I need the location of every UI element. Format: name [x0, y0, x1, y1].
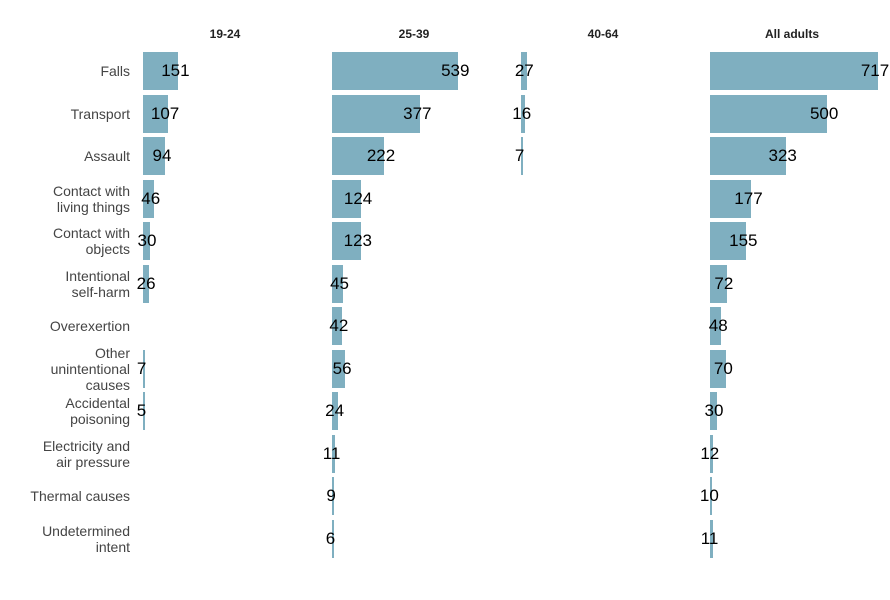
bar: [710, 264, 727, 303]
value-label: 124: [343, 188, 373, 208]
category-label: Assault: [84, 148, 130, 164]
panel-title: 19-24: [209, 27, 241, 41]
value-label: 16: [512, 103, 532, 123]
bar: [332, 264, 343, 303]
value-label: 94: [152, 146, 172, 165]
value-label: 9: [326, 486, 336, 505]
value-label: 7: [514, 146, 525, 165]
panel-title: 40-64: [587, 27, 619, 41]
bar: [332, 434, 335, 473]
value-label: 11: [322, 443, 341, 463]
bar: [710, 477, 713, 515]
category-label: Intentional self-harm: [65, 267, 130, 300]
bar: [332, 52, 459, 90]
value-label: 151: [161, 61, 190, 80]
bar: [332, 519, 334, 558]
bar: [710, 434, 713, 473]
bar: [710, 52, 878, 90]
value-label: 5: [136, 401, 147, 420]
value-label: 70: [713, 358, 733, 378]
value-label: 12: [700, 443, 720, 463]
value-label: 10: [699, 486, 719, 505]
bar: [710, 519, 713, 558]
value-label: 30: [704, 401, 724, 420]
value-label: 42: [329, 316, 349, 335]
category-label: Thermal causes: [30, 488, 130, 504]
value-label: 30: [137, 231, 157, 250]
value-label: 7: [136, 358, 147, 378]
bar: [521, 137, 523, 175]
bar: [332, 137, 385, 175]
value-label: 56: [332, 358, 352, 378]
bar: [143, 222, 151, 260]
value-label: 48: [708, 316, 728, 335]
value-label: 539: [441, 61, 470, 80]
category-label: Undetermined intent: [42, 522, 130, 555]
category-label: Contact with objects: [52, 225, 130, 257]
value-label: 177: [734, 188, 763, 208]
value-label: 323: [768, 146, 797, 165]
category-label: Transport: [70, 105, 130, 122]
bar: [332, 392, 338, 430]
value-label: 46: [141, 188, 161, 208]
bar: [143, 392, 145, 430]
bar: [710, 137, 786, 175]
bar: [332, 94, 421, 133]
value-label: 11: [700, 528, 719, 548]
value-label: 6: [325, 528, 336, 548]
value-label: 222: [366, 146, 396, 165]
value-label: 500: [809, 103, 839, 123]
value-label: 27: [514, 61, 534, 80]
bar: [143, 349, 145, 388]
value-label: 107: [150, 103, 180, 123]
bar: [332, 179, 362, 218]
bar: [710, 349, 727, 388]
panel-title: 25-39: [398, 27, 430, 41]
category-label: Overexertion: [49, 318, 130, 334]
bar: [710, 179, 752, 218]
bar: [332, 222, 361, 260]
value-label: 123: [343, 231, 372, 250]
bar: [332, 307, 342, 345]
value-label: 26: [136, 273, 156, 293]
category-label: Falls: [100, 63, 130, 79]
category-label: Other unintentional causes: [50, 344, 130, 393]
bar: [521, 52, 528, 90]
bar: [143, 264, 150, 303]
category-label: Electricity and air pressure: [42, 437, 130, 470]
bar: [143, 137, 166, 175]
bar: [521, 94, 525, 133]
bar: [143, 52, 179, 90]
bar: [710, 222, 747, 260]
category-label: Contact with living things: [52, 182, 130, 215]
value-label: 155: [729, 231, 758, 250]
bar: [143, 179, 154, 218]
category-label: Accidental poisoning: [65, 395, 130, 427]
value-label: 717: [860, 61, 890, 80]
value-label: 45: [330, 273, 349, 293]
bar: [710, 307, 722, 345]
value-label: 72: [714, 273, 734, 293]
value-label: 24: [325, 401, 345, 420]
bar: [710, 94, 828, 133]
bar: [710, 392, 718, 430]
bar: [332, 477, 335, 515]
value-label: 377: [403, 103, 432, 123]
bar: [143, 94, 169, 133]
bar: [332, 349, 346, 388]
panel-title: All adults: [764, 27, 819, 41]
